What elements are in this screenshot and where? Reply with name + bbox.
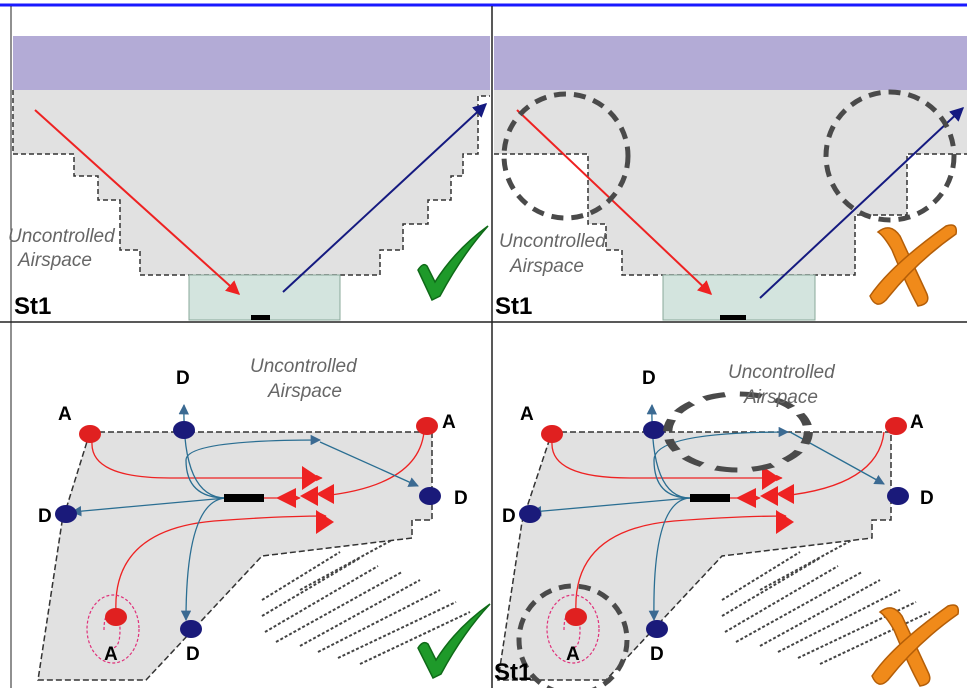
arrival-node [79,425,101,443]
upper-airspace-band [13,36,490,90]
uncontrolled-airspace-label-line2: Airspace [509,256,584,277]
arrival-node-label: A [58,404,72,425]
runway [690,494,730,502]
arrival-node-label: A [910,412,924,433]
arrival-node-label: A [442,412,456,433]
panel-top-right: Uncontrolled Airspace St1 [494,36,967,321]
departure-node-label: D [642,368,656,389]
conflict-circle-top [663,391,813,473]
terrain-hatching [721,539,931,665]
conflict-circle-left [501,91,631,221]
airspace-boundary-dashed [494,153,967,276]
panel-bottom-left: A D A D D A D Uncontrolled Airspace [37,356,491,681]
conflict-circle-bottom [516,583,630,688]
departure-node-label: D [454,488,468,509]
arrival-arrowheads [736,466,794,534]
arrival-path-arrow [34,109,241,295]
departure-node [180,620,202,638]
departure-node-label: D [38,506,52,527]
arrival-node [541,425,563,443]
controlled-airspace-area [13,90,490,275]
arrival-node [565,608,587,626]
stage-label: St1 [14,293,51,320]
uncontrolled-airspace-label-line2: Airspace [17,250,92,271]
panel-top-left: Uncontrolled Airspace St1 [8,36,490,321]
departure-node [419,487,441,505]
control-zone-box [662,274,816,321]
departure-node [887,487,909,505]
holding-pattern [86,594,140,664]
upper-airspace-band [494,36,967,90]
arrival-arrowheads [276,466,334,534]
uncontrolled-airspace-label-line1: Uncontrolled [499,231,607,252]
runway [720,315,746,320]
arrival-node-label: A [566,644,580,665]
departure-node-label: D [920,488,934,509]
departure-node-label: D [186,644,200,665]
departure-node-label: D [650,644,664,665]
departure-node [55,505,77,523]
check-mark-icon [417,225,489,302]
departure-path-arrow [282,103,488,293]
uncontrolled-airspace-label-line1: Uncontrolled [250,356,358,377]
runway [251,315,270,320]
control-zone-box [188,274,341,321]
uncontrolled-airspace-label-line1: Uncontrolled [728,362,836,383]
uncontrolled-airspace-label-line1: Uncontrolled [8,226,116,247]
departure-node [519,505,541,523]
arrival-node [885,417,907,435]
airspace-boundary-dashed [12,90,490,276]
uncontrolled-airspace-label-line2: Airspace [267,381,342,402]
arrival-routes [551,431,885,613]
cross-mark-icon [871,604,960,687]
holding-pattern [546,594,600,664]
departure-node [646,620,668,638]
uncontrolled-airspace-label-line2: Airspace [743,387,818,408]
terrain-hatching [261,539,471,665]
arrival-path-arrow [516,109,713,295]
departure-routes [70,403,419,622]
conflict-circle-right [823,89,957,223]
stage-label: St1 [494,659,531,686]
departure-path-arrow [759,107,965,299]
arrival-node-label: A [520,404,534,425]
stage-label: St1 [495,293,532,320]
cross-mark-icon [869,224,958,307]
arrival-node [105,608,127,626]
departure-node [643,421,665,439]
runway [224,494,264,502]
departure-node-label: D [502,506,516,527]
arrival-node [416,417,438,435]
panel-bottom-right: A D A D D A D Uncontrolled Airspace St1 [494,362,960,688]
departure-node-label: D [176,368,190,389]
controlled-airspace-area [494,90,967,275]
arrival-node-label: A [104,644,118,665]
departure-node [173,421,195,439]
check-mark-icon [417,603,491,680]
